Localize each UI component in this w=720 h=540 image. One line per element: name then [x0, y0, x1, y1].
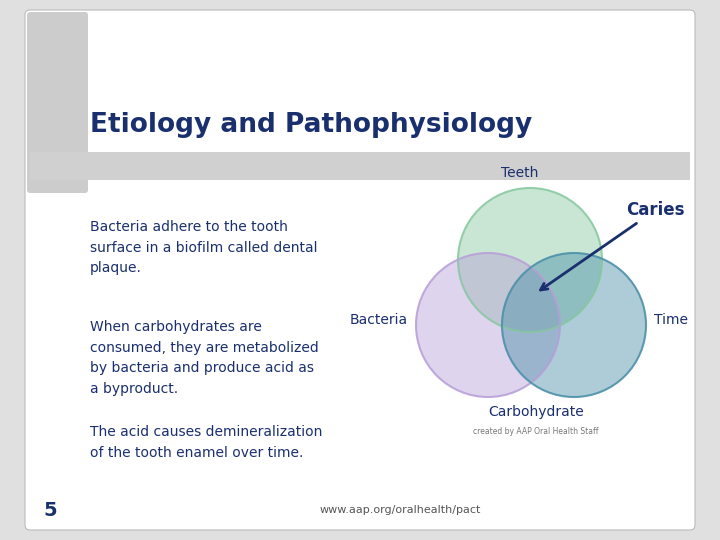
- FancyBboxPatch shape: [27, 12, 88, 193]
- Text: 5: 5: [43, 501, 57, 519]
- Text: www.aap.org/oralhealth/pact: www.aap.org/oralhealth/pact: [319, 505, 481, 515]
- Bar: [30, 152, 690, 180]
- Circle shape: [458, 188, 602, 332]
- Text: When carbohydrates are
consumed, they are metabolized
by bacteria and produce ac: When carbohydrates are consumed, they ar…: [90, 320, 319, 396]
- FancyBboxPatch shape: [25, 10, 695, 530]
- Text: Time: Time: [654, 313, 688, 327]
- Text: Etiology and Pathophysiology: Etiology and Pathophysiology: [90, 112, 532, 138]
- Circle shape: [502, 253, 646, 397]
- Circle shape: [416, 253, 560, 397]
- Text: Carbohydrate: Carbohydrate: [487, 405, 583, 419]
- Text: Bacteria: Bacteria: [350, 313, 408, 327]
- Text: Teeth: Teeth: [501, 166, 539, 180]
- Text: The acid causes demineralization
of the tooth enamel over time.: The acid causes demineralization of the …: [90, 425, 323, 460]
- Text: Bacteria adhere to the tooth
surface in a biofilm called dental
plaque.: Bacteria adhere to the tooth surface in …: [90, 220, 318, 275]
- Text: created by AAP Oral Health Staff: created by AAP Oral Health Staff: [473, 427, 598, 436]
- Text: Caries: Caries: [541, 201, 685, 290]
